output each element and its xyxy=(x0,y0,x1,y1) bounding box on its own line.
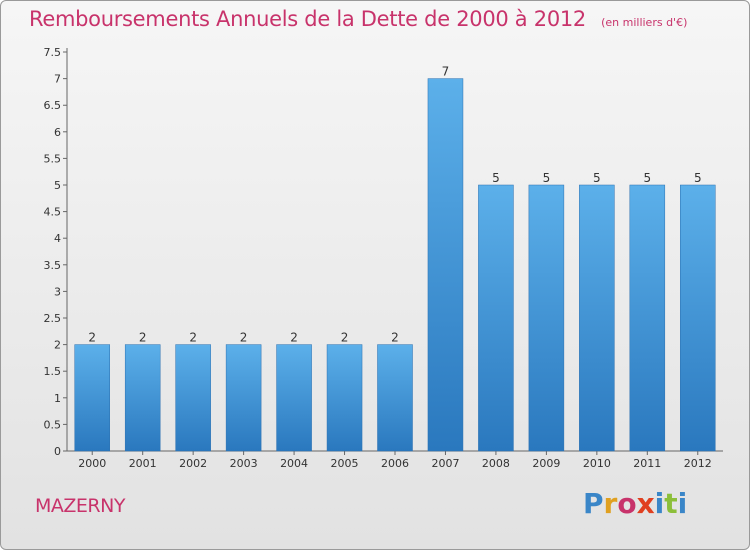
x-tick-label: 2001 xyxy=(129,457,157,470)
bar-value-label: 2 xyxy=(240,331,248,345)
y-tick-label: 6 xyxy=(54,126,61,139)
bar-2004 xyxy=(276,344,312,452)
chart-title: Remboursements Annuels de la Dette de 20… xyxy=(29,7,586,31)
x-tick-label: 2005 xyxy=(331,457,359,470)
bar-value-label: 5 xyxy=(643,171,651,185)
chart-title-row: Remboursements Annuels de la Dette de 20… xyxy=(29,7,687,31)
bar-value-label: 5 xyxy=(694,171,702,185)
x-tick-label: 2008 xyxy=(482,457,510,470)
y-tick-label: 1 xyxy=(54,392,61,405)
logo-letter: x xyxy=(636,487,655,520)
y-tick-label: 4.5 xyxy=(44,206,62,219)
y-tick-label: 1.5 xyxy=(44,365,62,378)
logo-letter: P xyxy=(583,487,604,520)
x-tick-label: 2006 xyxy=(381,457,409,470)
y-tick-label: 5.5 xyxy=(44,152,62,165)
bar-2003 xyxy=(225,344,262,452)
y-tick-label: 3.5 xyxy=(44,259,62,272)
logo-letter: t xyxy=(664,487,678,520)
bar-2007 xyxy=(427,78,464,452)
y-tick-label: 7.5 xyxy=(44,46,62,59)
y-tick-label: 0.5 xyxy=(44,418,62,431)
bar-2002 xyxy=(175,344,211,452)
y-tick-label: 0 xyxy=(54,445,61,458)
x-tick-label: 2004 xyxy=(280,457,308,470)
bar-value-label: 2 xyxy=(391,331,399,345)
x-tick-label: 2011 xyxy=(633,457,661,470)
x-tick-label: 2003 xyxy=(230,457,258,470)
bar-value-label: 5 xyxy=(492,171,500,185)
logo-letter: i xyxy=(677,487,688,520)
x-tick-label: 2009 xyxy=(532,457,560,470)
y-tick-label: 2.5 xyxy=(44,312,62,325)
bar-2008 xyxy=(478,184,514,452)
y-tick-label: 3 xyxy=(54,285,61,298)
bar-value-label: 5 xyxy=(543,171,551,185)
y-tick-label: 5 xyxy=(54,179,61,192)
proxiti-logo: Proxiti xyxy=(583,487,687,520)
bar-value-label: 5 xyxy=(593,171,601,185)
y-tick-label: 6.5 xyxy=(44,99,62,112)
chart-unit: (en milliers d'€) xyxy=(601,16,688,29)
x-tick-label: 2012 xyxy=(684,457,712,470)
bar-value-label: 2 xyxy=(290,331,298,345)
y-tick-label: 2 xyxy=(54,339,61,352)
bar-value-label: 2 xyxy=(341,331,349,345)
bar-2012 xyxy=(680,184,716,452)
x-tick-label: 2010 xyxy=(583,457,611,470)
bar-2010 xyxy=(579,184,615,452)
x-tick-label: 2002 xyxy=(179,457,207,470)
bar-value-label: 2 xyxy=(139,331,147,345)
bar-2000 xyxy=(74,344,110,452)
logo-letter: o xyxy=(617,487,637,520)
bar-2005 xyxy=(326,344,363,452)
bar-2011 xyxy=(629,184,666,452)
bar-value-label: 2 xyxy=(88,331,96,345)
y-tick-label: 7 xyxy=(54,73,61,86)
bar-value-label: 7 xyxy=(442,65,450,79)
municipality-name: MAZERNY xyxy=(35,495,125,517)
logo-letter: r xyxy=(603,487,618,520)
x-tick-label: 2007 xyxy=(431,457,459,470)
logo-letter: i xyxy=(654,487,665,520)
bar-2006 xyxy=(377,344,413,452)
bar-value-label: 2 xyxy=(189,331,197,345)
bar-2001 xyxy=(124,344,161,452)
bar-2009 xyxy=(528,184,565,452)
x-tick-label: 2000 xyxy=(78,457,106,470)
y-tick-label: 4 xyxy=(54,232,61,245)
